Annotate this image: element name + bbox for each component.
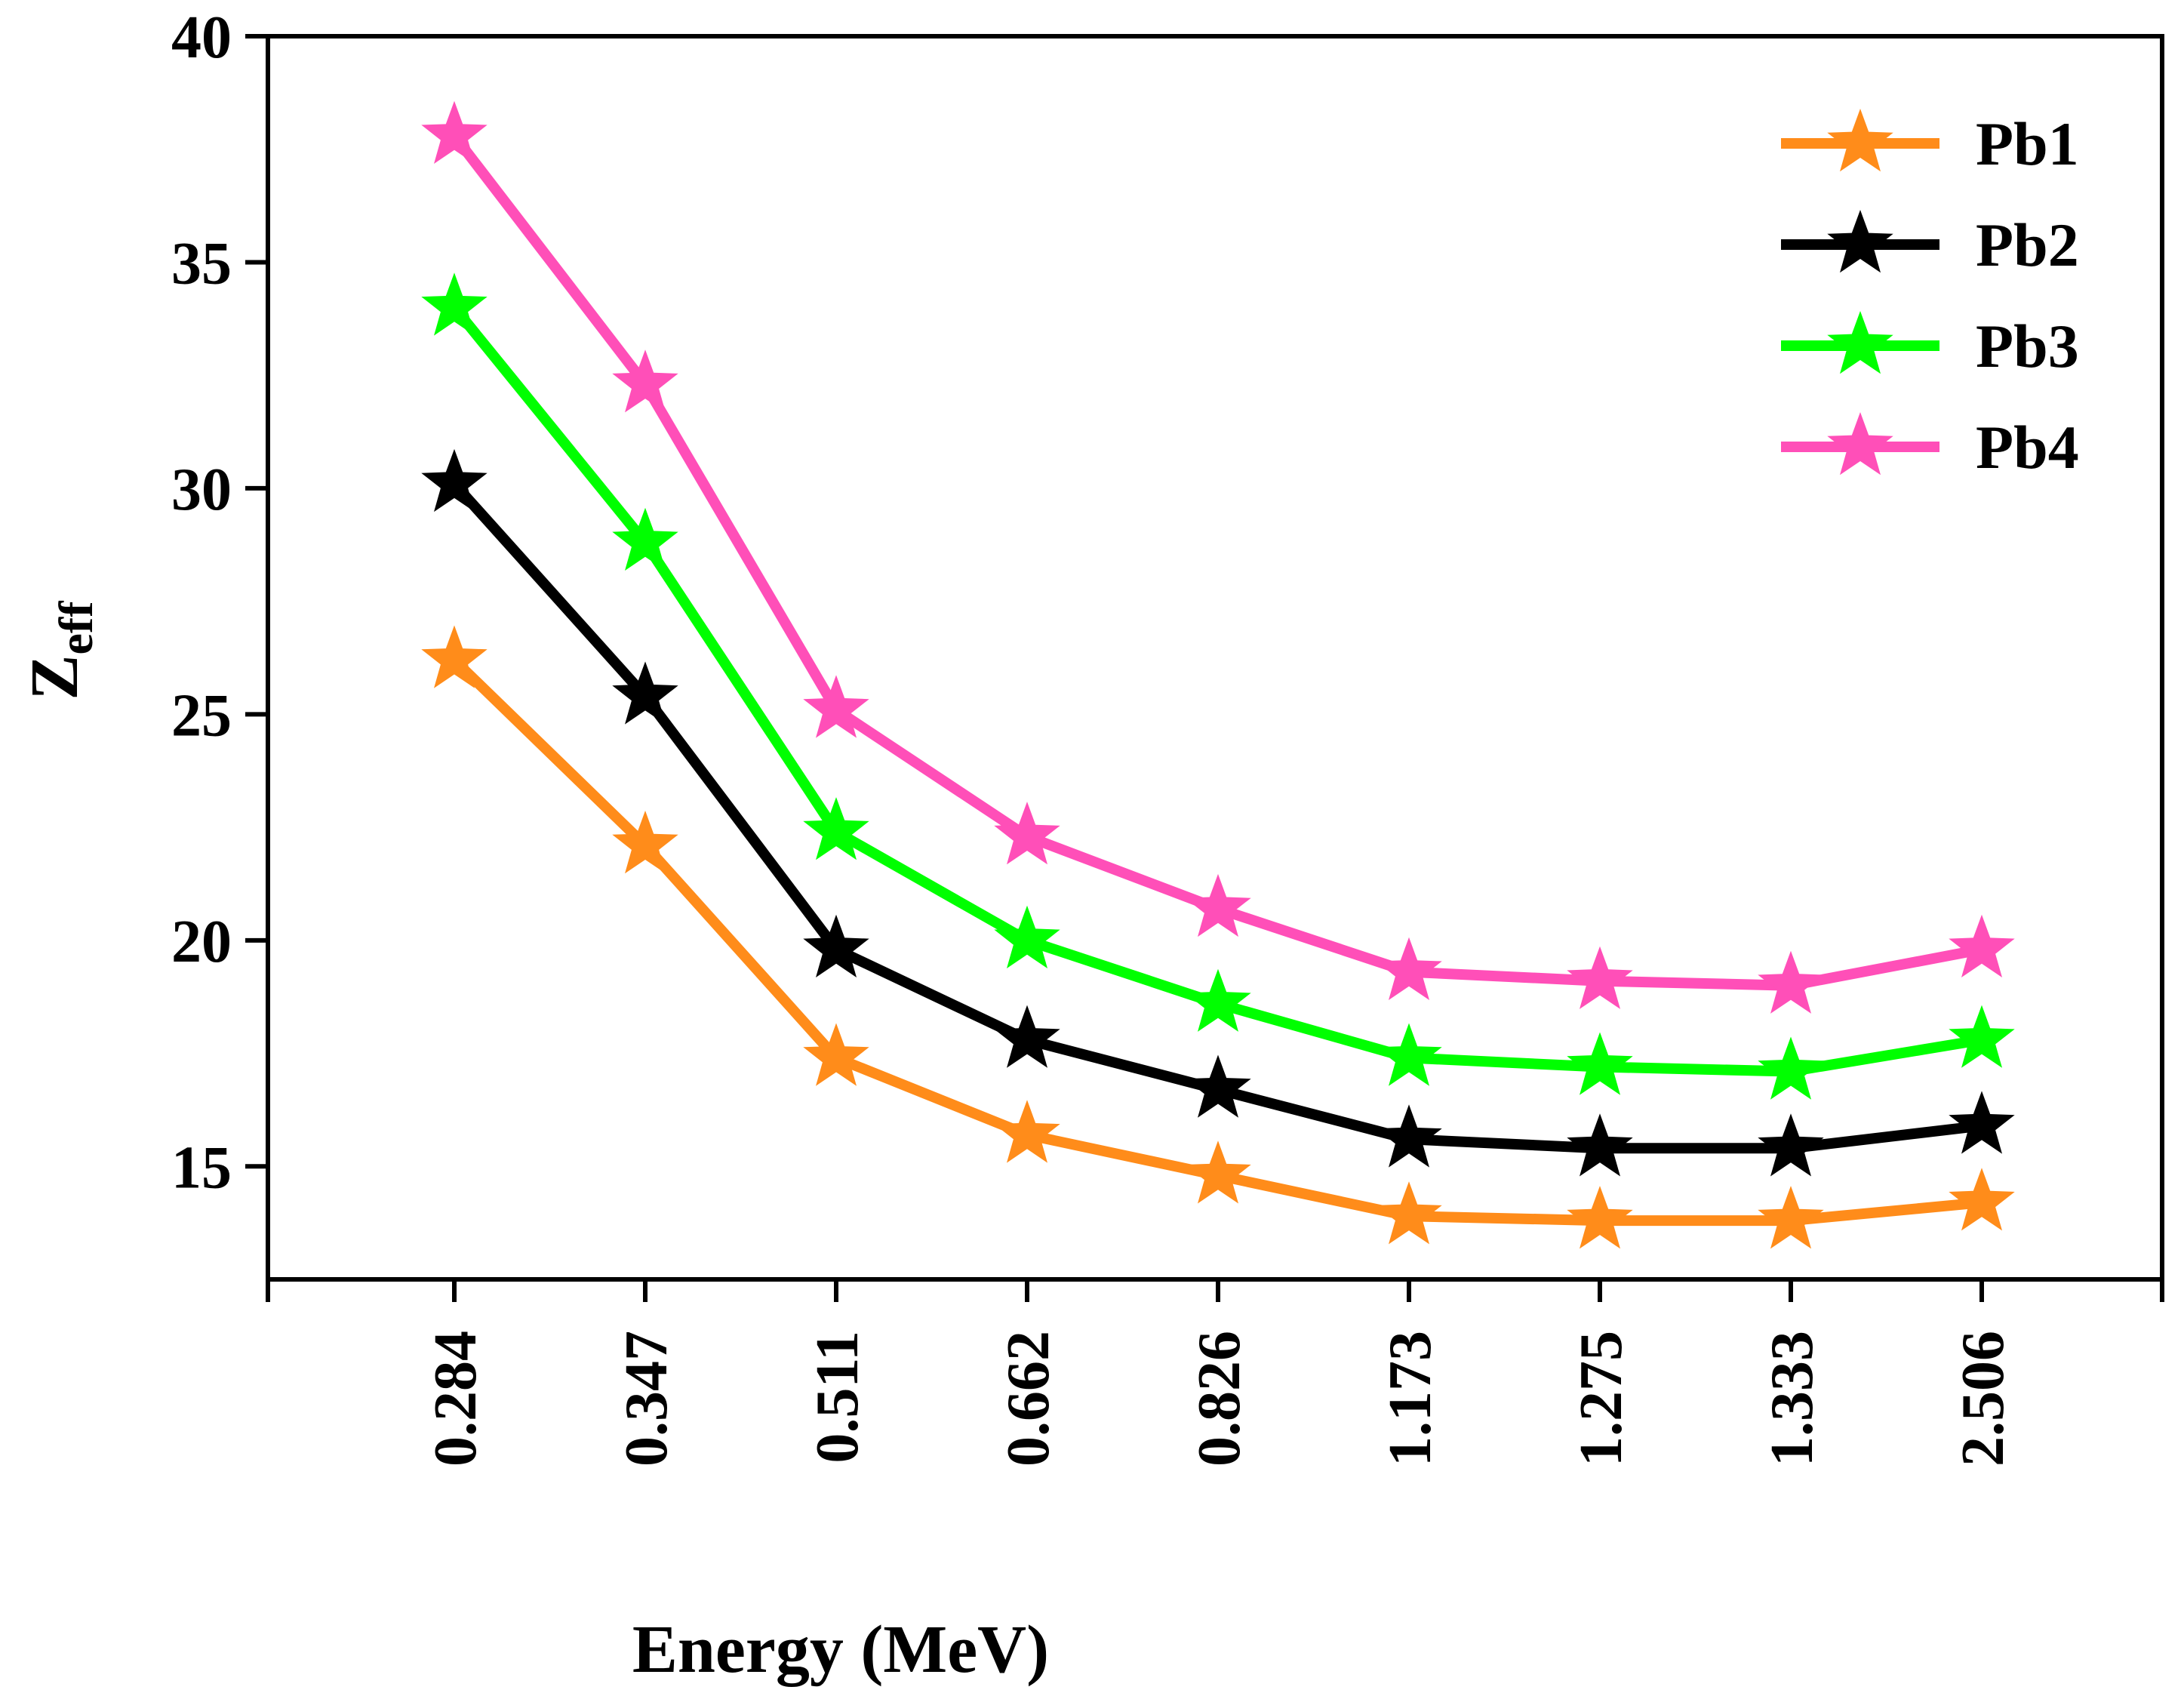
series bbox=[421, 100, 2015, 1249]
y-axis-title: Zeff bbox=[17, 601, 103, 700]
data-point bbox=[1758, 1113, 1824, 1177]
data-point bbox=[994, 1100, 1060, 1163]
data-point bbox=[1567, 1186, 1633, 1249]
data-point bbox=[1949, 914, 2015, 977]
data-point bbox=[612, 811, 678, 874]
y-tick-label: 35 bbox=[171, 230, 232, 297]
legend-item: Pb3 bbox=[1781, 311, 2079, 380]
x-tick-label: 0.347 bbox=[614, 1331, 680, 1467]
x-tick-label: 0.284 bbox=[423, 1331, 489, 1467]
data-point bbox=[421, 625, 488, 688]
y-tick-label: 25 bbox=[171, 682, 232, 749]
legend-label: Pb1 bbox=[1976, 109, 2079, 178]
legend-item: Pb1 bbox=[1781, 109, 2079, 178]
axes bbox=[266, 34, 2164, 1282]
data-point bbox=[421, 272, 488, 336]
x-axis-ticks: 0.284 0.347 0.511 0.662 0.826 1.173 1.275 1.333… bbox=[266, 1279, 2164, 1467]
svg-text:Zeff: Zeff bbox=[17, 601, 103, 700]
y-tick-label: 30 bbox=[171, 457, 232, 523]
data-point bbox=[994, 1005, 1060, 1068]
x-tick-label: 1.333 bbox=[1759, 1331, 1826, 1467]
legend-marker bbox=[1827, 412, 1893, 476]
data-point bbox=[803, 914, 869, 977]
data-point bbox=[1949, 1168, 2015, 1231]
data-point bbox=[803, 675, 869, 738]
data-point bbox=[1376, 937, 1442, 1000]
data-point bbox=[1567, 1032, 1633, 1095]
series-line bbox=[450, 132, 1983, 991]
y-axis-title-main: Z bbox=[17, 655, 92, 700]
data-point bbox=[1949, 1005, 2015, 1068]
data-point bbox=[1758, 1186, 1824, 1249]
y-tick-label: 15 bbox=[171, 1134, 232, 1201]
series-line bbox=[450, 480, 1983, 1154]
series-pb3 bbox=[421, 272, 2015, 1100]
data-point bbox=[1949, 1091, 2015, 1154]
data-point bbox=[421, 100, 488, 164]
series-pb4 bbox=[421, 100, 2015, 1014]
data-point bbox=[1376, 1023, 1442, 1086]
data-point bbox=[1185, 1054, 1251, 1118]
data-point bbox=[612, 661, 678, 725]
x-tick-label: 1.173 bbox=[1377, 1331, 1444, 1467]
x-tick-label: 0.511 bbox=[804, 1331, 871, 1464]
data-point bbox=[803, 797, 869, 860]
data-point bbox=[612, 507, 678, 571]
legend-marker bbox=[1827, 311, 1893, 374]
data-point bbox=[1758, 1036, 1824, 1100]
x-tick-label: 0.826 bbox=[1186, 1331, 1253, 1467]
data-point bbox=[1567, 1113, 1633, 1177]
legend-label: Pb3 bbox=[1976, 312, 2079, 380]
plot-frame bbox=[266, 34, 2164, 1282]
data-point bbox=[612, 349, 678, 413]
y-axis-title-sub: eff bbox=[49, 601, 103, 655]
legend-marker bbox=[1827, 210, 1893, 273]
series-pb1 bbox=[421, 625, 2015, 1249]
data-point bbox=[1185, 873, 1251, 937]
data-point bbox=[1376, 1104, 1442, 1168]
x-axis-title: Energy (MeV) bbox=[632, 1612, 1049, 1687]
x-tick-label: 0.662 bbox=[995, 1331, 1062, 1467]
data-point bbox=[994, 905, 1060, 968]
data-point bbox=[994, 802, 1060, 865]
data-point bbox=[1185, 968, 1251, 1032]
data-point bbox=[1185, 1140, 1251, 1204]
data-point bbox=[803, 1023, 869, 1086]
legend-label: Pb4 bbox=[1976, 413, 2079, 482]
legend-item: Pb4 bbox=[1781, 412, 2079, 482]
legend-marker bbox=[1827, 109, 1893, 172]
y-axis-ticks: 15 20 25 30 35 40 bbox=[171, 5, 268, 1201]
y-tick-label: 20 bbox=[171, 909, 232, 975]
data-point bbox=[1376, 1181, 1442, 1245]
y-tick-label: 40 bbox=[171, 5, 232, 71]
data-point bbox=[1567, 946, 1633, 1009]
series-pb2 bbox=[421, 448, 2015, 1177]
legend: Pb1 Pb2 Pb3 Pb4 bbox=[1781, 109, 2079, 482]
x-tick-label: 2.506 bbox=[1950, 1331, 2016, 1467]
series-line bbox=[450, 303, 1983, 1077]
data-point bbox=[421, 448, 488, 513]
legend-item: Pb2 bbox=[1781, 210, 2079, 279]
x-tick-label: 1.275 bbox=[1568, 1331, 1635, 1467]
data-point bbox=[1758, 950, 1824, 1014]
legend-label: Pb2 bbox=[1976, 211, 2079, 279]
